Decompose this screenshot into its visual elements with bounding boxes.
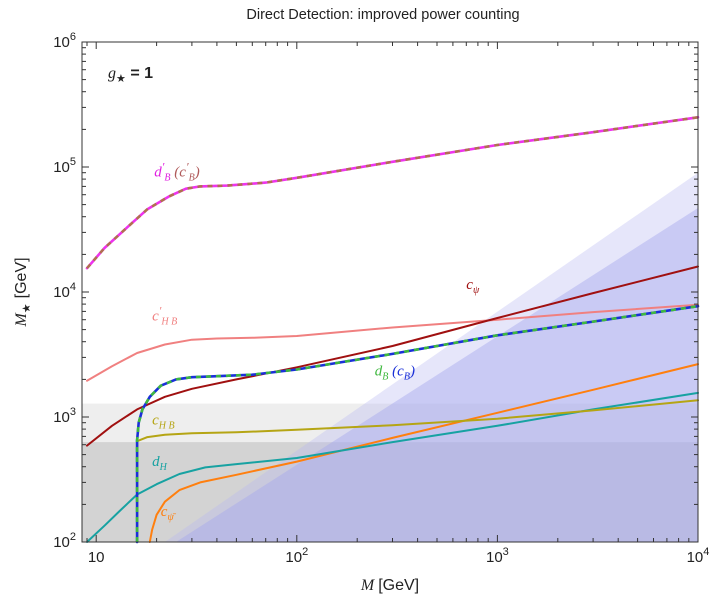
curve-label-0: d′B (c′B) [154, 160, 199, 184]
curve-label-6: cψ̄ [161, 504, 177, 523]
y-tick-label-4: 106 [53, 31, 76, 51]
curve-labels: d′B (c′B) c′H B cψ dB (cB) cH B dH cψ̄ [152, 160, 480, 523]
annotation-subscript: ★ [116, 73, 126, 85]
x-axis-symbol: M [360, 577, 376, 594]
curve-label-3: dB (cB) [375, 364, 415, 383]
chart-title: Direct Detection: improved power countin… [246, 7, 519, 23]
series-line-4 [136, 399, 699, 543]
series-line-0 [86, 303, 699, 382]
x-tick-label-0: 10 [88, 549, 105, 566]
curve-label-5: dH [152, 454, 168, 473]
x-tick-label-2: 103 [486, 546, 509, 566]
curve-label-4: cH B [152, 413, 175, 432]
series-dash-overlay-5 [135, 304, 699, 542]
series-line-2 [148, 363, 699, 543]
excluded-regions [82, 172, 698, 542]
series-line-1 [86, 265, 699, 447]
y-axis-label: M★ [GeV] [13, 257, 33, 327]
series-dash-overlay-6 [86, 116, 699, 270]
series-lines [85, 116, 700, 544]
annotation-value: = 1 [126, 65, 153, 82]
y-tick-label-1: 103 [53, 406, 76, 426]
excluded-region-2 [164, 172, 698, 542]
x-tick-label-1: 102 [285, 546, 308, 566]
x-tick-label-3: 104 [687, 546, 710, 566]
x-axis-unit: [GeV] [378, 577, 419, 594]
series-line-3 [86, 391, 699, 543]
excluded-region-1 [82, 442, 698, 542]
axis-ticks: 10 102 103 104 102 103 104 105 106 [53, 31, 709, 566]
annotation-symbol: g [108, 65, 116, 82]
y-axis-symbol: M [13, 312, 30, 328]
curve-label-2: cψ [466, 277, 480, 296]
y-axis-unit: [GeV] [13, 257, 30, 298]
x-axis-label: M [GeV] [360, 577, 419, 594]
curve-label-1: c′H B [152, 304, 177, 328]
y-tick-label-3: 105 [53, 156, 76, 176]
y-axis-subscript: ★ [21, 303, 33, 313]
y-tick-label-0: 102 [53, 531, 76, 551]
g-star-annotation: g★ = 1 [108, 65, 153, 85]
y-tick-label-2: 104 [53, 281, 76, 301]
